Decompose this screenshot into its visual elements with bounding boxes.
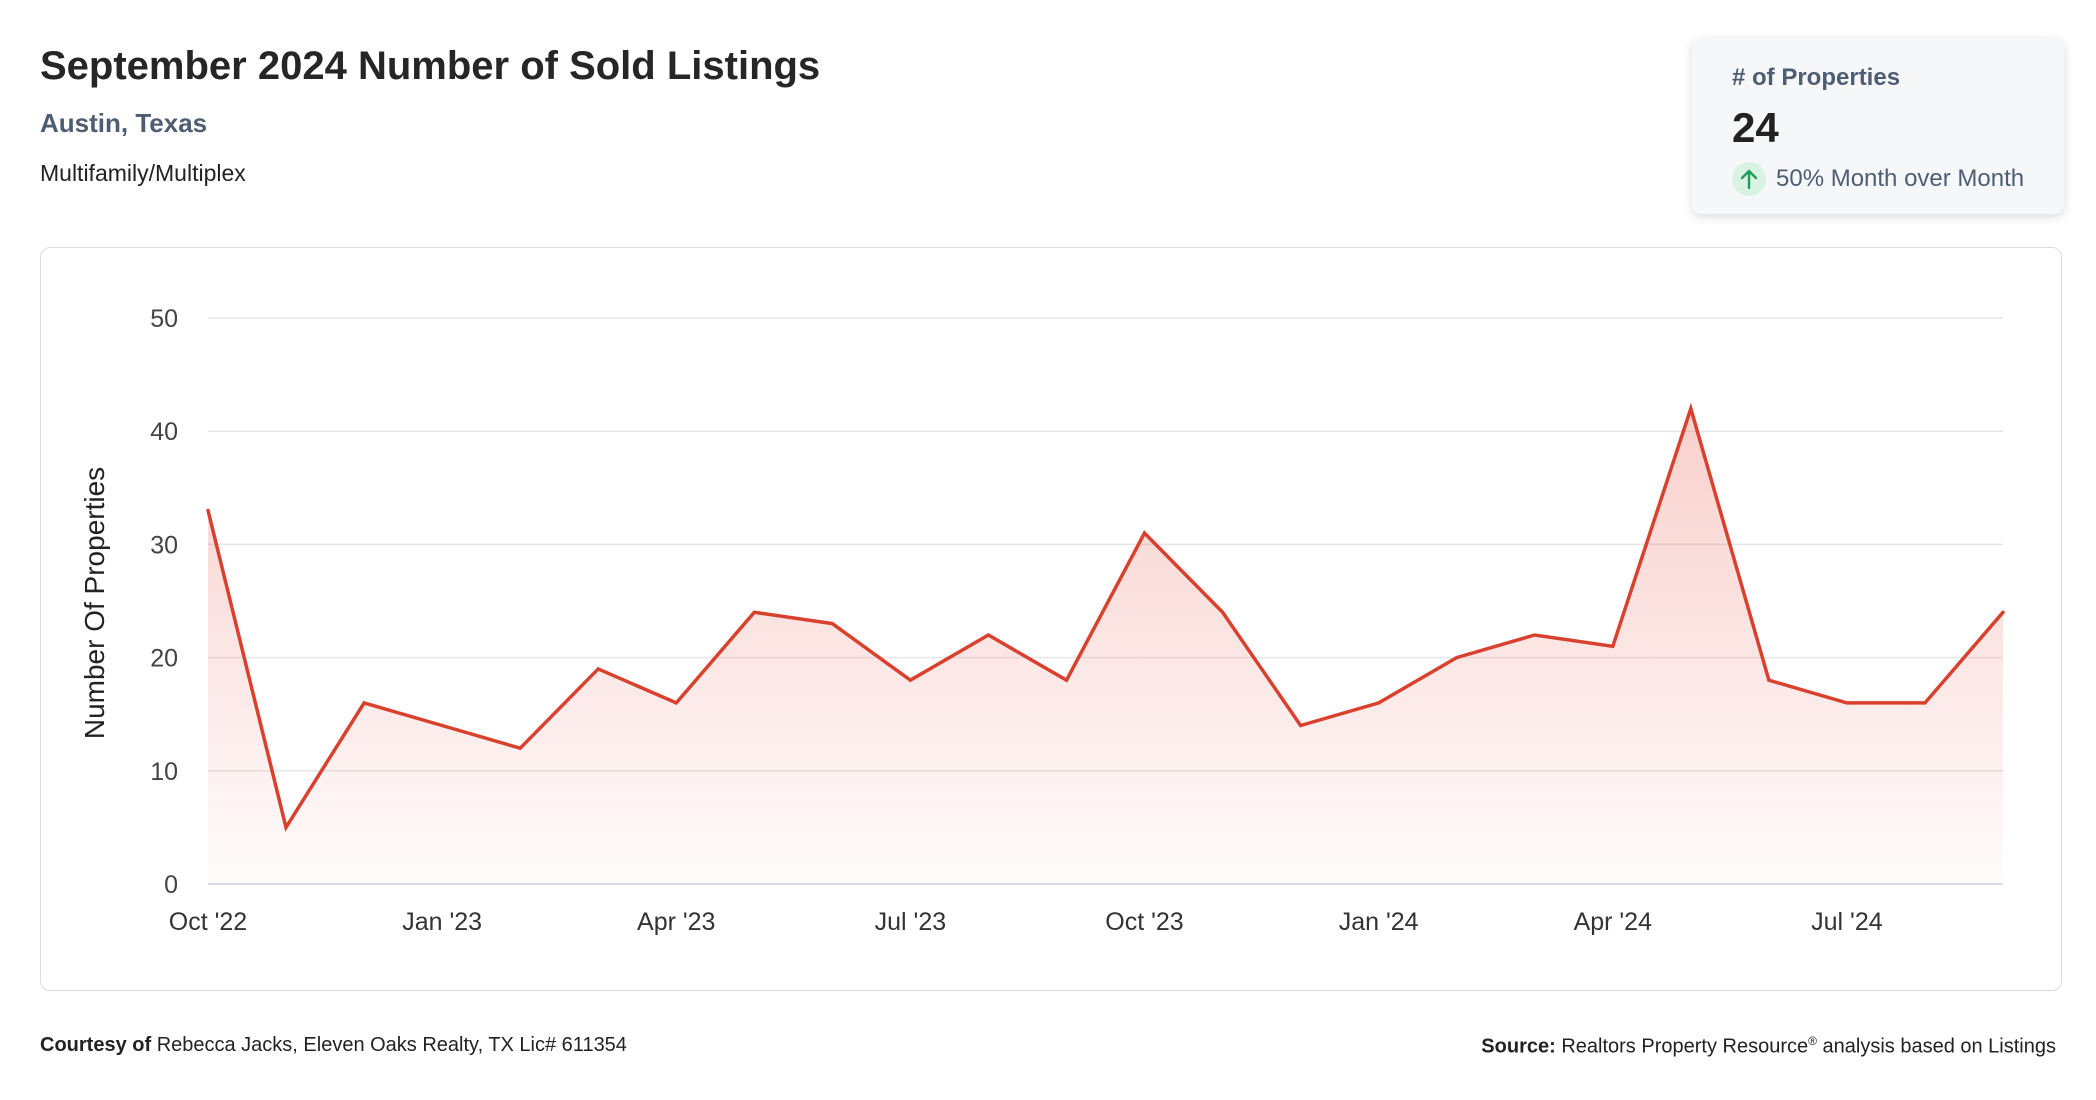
data-point[interactable] xyxy=(1299,724,1303,728)
series-area xyxy=(208,408,2003,884)
x-tick-label: Oct '23 xyxy=(1105,908,1183,936)
data-point[interactable] xyxy=(1143,531,1147,535)
location-subtitle: Austin, Texas xyxy=(40,108,208,138)
courtesy-label: Courtesy of xyxy=(40,1034,152,1056)
x-tick-label: Jul '24 xyxy=(1811,908,1883,936)
y-tick-label: 30 xyxy=(150,531,178,559)
series-line xyxy=(206,402,2005,832)
property-type-label: Multifamily/Multiplex xyxy=(40,160,246,186)
data-point[interactable] xyxy=(830,622,834,626)
data-point[interactable] xyxy=(362,701,366,705)
arrow-up-icon xyxy=(1732,162,1766,196)
x-tick-label: Jan '24 xyxy=(1339,908,1419,936)
kpi-card: # of Properties 24 50% Month over Month xyxy=(1692,38,2064,214)
courtesy-footer: Courtesy of Rebecca Jacks, Eleven Oaks R… xyxy=(40,1034,627,1057)
kpi-change: 50% Month over Month xyxy=(1732,162,2024,196)
data-point[interactable] xyxy=(518,746,522,750)
x-tick-label: Oct '22 xyxy=(169,908,247,936)
x-tick-label: Jul '23 xyxy=(875,908,946,936)
data-point[interactable] xyxy=(908,678,912,682)
y-tick-label: 0 xyxy=(164,871,178,899)
data-point[interactable] xyxy=(1221,610,1225,614)
data-point[interactable] xyxy=(1689,407,1693,411)
data-point[interactable] xyxy=(674,701,678,705)
data-point[interactable] xyxy=(1377,701,1381,705)
kpi-change-text: 50% Month over Month xyxy=(1776,165,2025,192)
kpi-value: 24 xyxy=(1732,104,1779,151)
data-point[interactable] xyxy=(1767,678,1771,682)
data-point[interactable] xyxy=(986,633,990,637)
data-point[interactable] xyxy=(1611,644,1615,648)
data-point[interactable] xyxy=(1923,701,1927,705)
y-tick-label: 10 xyxy=(150,758,178,786)
y-axis-label: Number Of Properties xyxy=(79,467,110,739)
line-chart: 0 10 20 30 40 50 Oct '22 Jan '23 Apr '23 Jul '23… xyxy=(79,305,2005,936)
y-tick-label: 40 xyxy=(150,418,178,446)
x-tick-label: Jan '23 xyxy=(402,908,482,936)
data-point[interactable] xyxy=(284,825,288,829)
source-label: Source: xyxy=(1481,1035,1556,1058)
data-point[interactable] xyxy=(596,667,600,671)
registered-mark: ® xyxy=(1808,1034,1817,1048)
courtesy-text: Rebecca Jacks, Eleven Oaks Realty, TX Li… xyxy=(156,1034,627,1056)
source-text: Realtors Property Resource xyxy=(1561,1035,1809,1058)
y-tick-label: 20 xyxy=(150,645,178,673)
x-tick-label: Apr '24 xyxy=(1574,908,1653,936)
data-point[interactable] xyxy=(2001,610,2005,614)
chart-container: 0 10 20 30 40 50 Oct '22 Jan '23 Apr '23 Jul '23… xyxy=(40,247,2062,991)
data-point[interactable] xyxy=(1455,656,1459,660)
data-point[interactable] xyxy=(1533,633,1537,637)
data-point[interactable] xyxy=(440,724,444,728)
data-point[interactable] xyxy=(206,508,210,512)
data-point[interactable] xyxy=(752,610,756,614)
source-footer: Source: Realtors Property Resource® anal… xyxy=(1481,1034,2056,1059)
source-text-rest: analysis based on Listings xyxy=(1822,1035,2056,1058)
data-point[interactable] xyxy=(1064,678,1068,682)
kpi-label: # of Properties xyxy=(1732,64,1901,91)
page-title: September 2024 Number of Sold Listings xyxy=(40,44,821,88)
y-tick-label: 50 xyxy=(150,305,178,333)
x-tick-label: Apr '23 xyxy=(637,908,715,936)
data-point[interactable] xyxy=(1845,701,1849,705)
